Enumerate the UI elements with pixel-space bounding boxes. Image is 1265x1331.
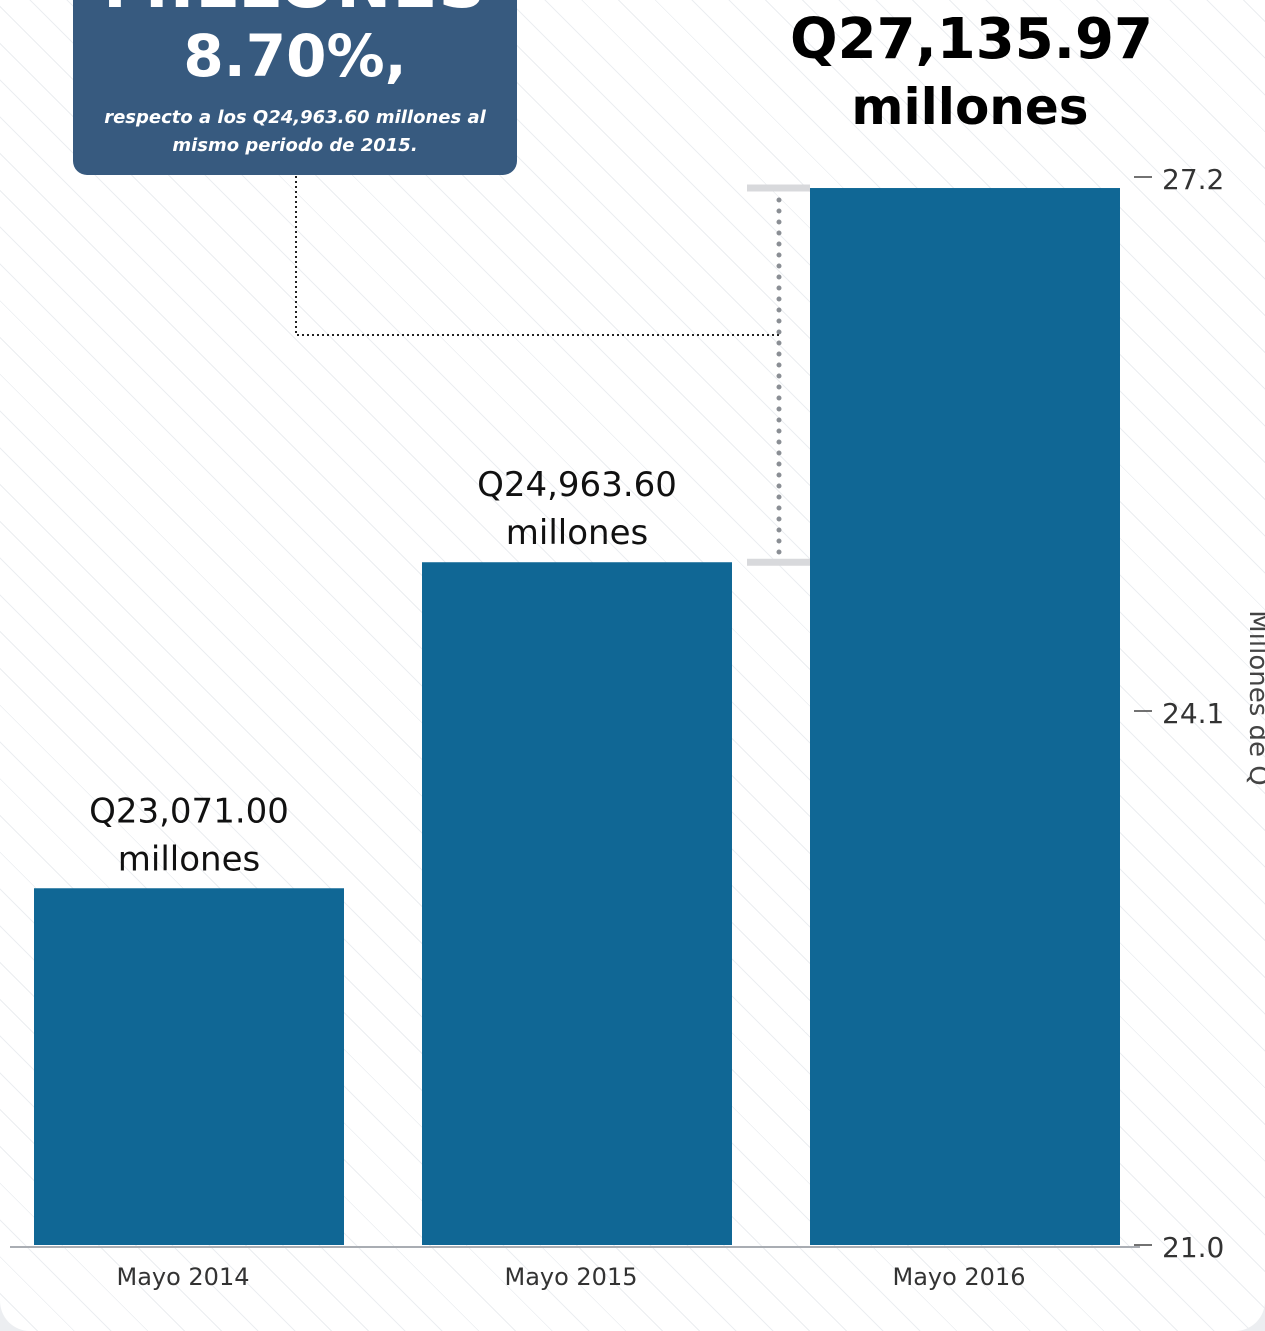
growth-percent: 8.70%, [183, 22, 407, 90]
headline-value: Q27,135.97 [790, 7, 1153, 72]
growth-callout: MILLONES 8.70%, respecto a los Q24,963.6… [73, 0, 517, 175]
data-label: Q23,071.00 [89, 791, 289, 831]
headline-unit: millones [851, 78, 1089, 136]
data-label: millones [506, 513, 648, 553]
callout-heading: MILLONES [73, 0, 517, 20]
y-tick-label: 27.2 [1162, 163, 1224, 196]
x-tick-label: Mayo 2015 [504, 1263, 637, 1291]
y-tick-label: 21.0 [1162, 1231, 1224, 1264]
y-axis-title: Millones de Q [1243, 610, 1265, 786]
callout-note: respecto a los Q24,963.60 millones al mi… [104, 107, 486, 156]
bar-2 [422, 562, 732, 1245]
bar-1 [34, 888, 344, 1245]
x-tick-label: Mayo 2014 [116, 1263, 249, 1291]
bar-3 [810, 188, 1120, 1246]
x-tick-label: Mayo 2016 [892, 1263, 1025, 1291]
callout-leader-line [295, 176, 779, 336]
data-label: Q24,963.60 [477, 465, 677, 505]
data-label: millones [118, 839, 260, 879]
y-tick-label: 24.1 [1162, 697, 1224, 730]
